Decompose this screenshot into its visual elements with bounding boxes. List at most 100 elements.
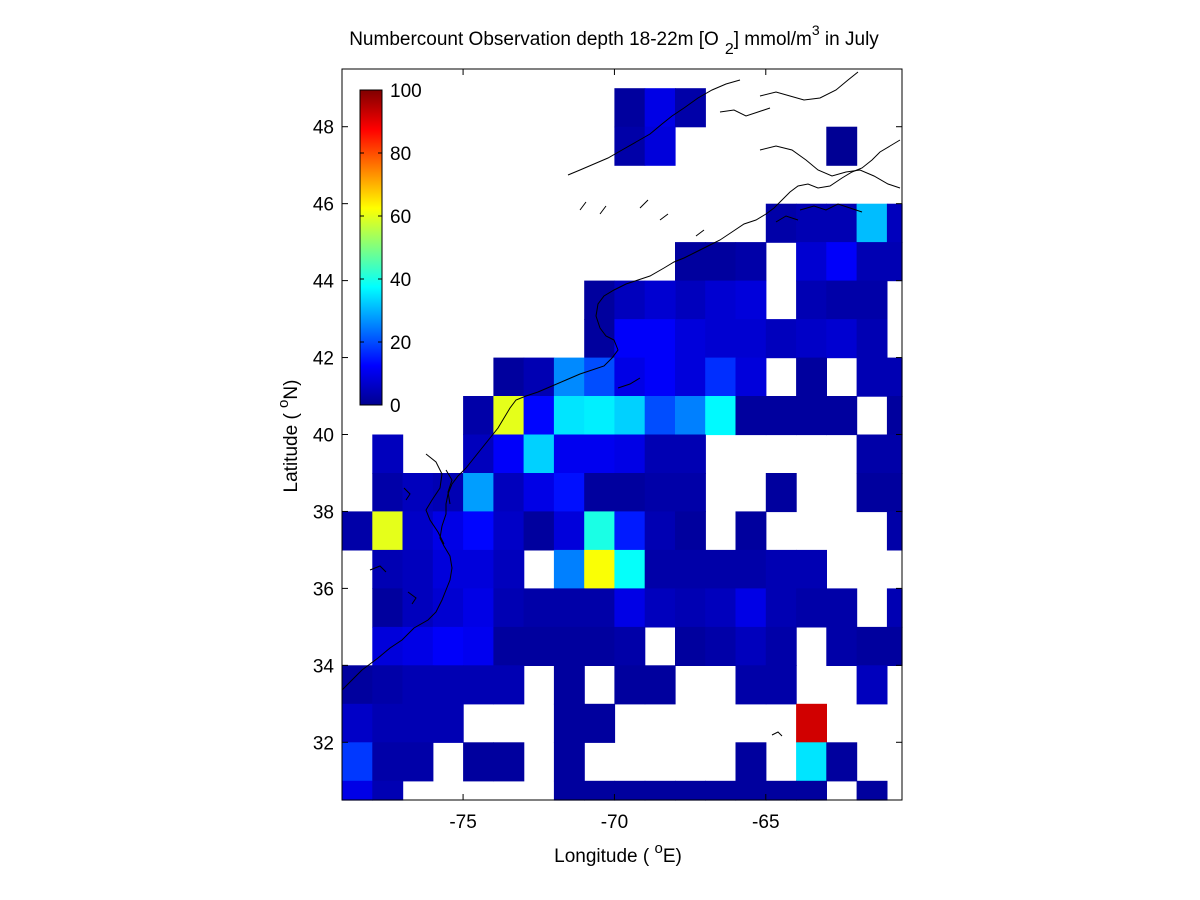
- heatmap-cell: [644, 396, 676, 436]
- heatmap-cell: [614, 665, 646, 705]
- heatmap-cell: [402, 742, 434, 782]
- heatmap-cell: [856, 319, 888, 359]
- heatmap-cell: [705, 549, 737, 589]
- heatmap-cell: [644, 588, 676, 628]
- heatmap-cell: [675, 588, 706, 628]
- heatmap-cell: [675, 780, 706, 801]
- heatmap-cell: [886, 242, 903, 282]
- y-tick-label: 36: [313, 579, 334, 600]
- heatmap-cell: [886, 203, 903, 243]
- heatmap-cell: [886, 434, 903, 474]
- heatmap-cell: [886, 588, 903, 628]
- heatmap-cell: [735, 511, 767, 551]
- heatmap-cell: [856, 434, 888, 474]
- heatmap-cell: [402, 703, 434, 743]
- heatmap-cell: [675, 319, 706, 359]
- heatmap-cell: [705, 626, 737, 666]
- y-tick-label: 32: [313, 733, 334, 754]
- heatmap-cell: [644, 280, 676, 320]
- y-tick-label: 38: [313, 502, 334, 523]
- heatmap-cell: [463, 511, 494, 551]
- heatmap-cell: [523, 473, 555, 513]
- heatmap-cell: [402, 511, 434, 551]
- y-tick-label: 44: [313, 272, 335, 293]
- heatmap-cell: [644, 473, 676, 513]
- heatmap-cell: [402, 588, 434, 628]
- heatmap-cell: [372, 665, 404, 705]
- heatmap-cell: [886, 511, 903, 551]
- heatmap-cell: [796, 242, 827, 282]
- heatmap-cell: [826, 242, 858, 282]
- colorbar-tick-label: 80: [390, 144, 411, 165]
- heatmap-cell: [675, 626, 706, 666]
- heatmap-cell: [796, 396, 827, 436]
- heatmap-cell: [402, 626, 434, 666]
- heatmap-cell: [432, 588, 464, 628]
- heatmap-cell: [826, 203, 858, 243]
- heatmap-cell: [584, 511, 616, 551]
- x-axis-label: Longitude ( oE): [554, 840, 682, 867]
- heatmap-cell: [886, 626, 903, 666]
- heatmap-cell: [553, 780, 585, 801]
- heatmap-cell: [705, 242, 737, 282]
- heatmap-cell: [675, 242, 706, 282]
- heatmap-cell: [735, 280, 767, 320]
- heatmap-cell: [796, 319, 827, 359]
- heatmap-cell: [553, 357, 585, 397]
- heatmap-cell: [614, 319, 646, 359]
- heatmap-cell: [584, 703, 616, 743]
- heatmap-cell: [796, 280, 827, 320]
- heatmap-cell: [553, 434, 585, 474]
- heatmap-cell: [584, 473, 616, 513]
- y-tick-label: 46: [313, 195, 334, 216]
- colorbar-tick-label: 40: [390, 270, 411, 291]
- heatmap-cell: [644, 126, 676, 166]
- heatmap-cell: [705, 357, 737, 397]
- heatmap-cell: [856, 203, 888, 243]
- heatmap-cell: [675, 396, 706, 436]
- heatmap-cell: [705, 319, 737, 359]
- heatmap-cell: [614, 511, 646, 551]
- heatmap-cell: [372, 742, 404, 782]
- heatmap-cell: [614, 588, 646, 628]
- coastline: [341, 71, 901, 737]
- heatmap-cell: [432, 549, 464, 589]
- heatmap-cell: [735, 742, 767, 782]
- heatmap-cell: [493, 588, 525, 628]
- heatmap-cell: [402, 665, 434, 705]
- heatmap-cell: [735, 665, 767, 705]
- heatmap-cell: [463, 473, 494, 513]
- x-tick-label: -75: [449, 812, 476, 833]
- heatmap-cell: [553, 588, 585, 628]
- heatmap-cell: [705, 780, 737, 801]
- heatmap-cell: [493, 434, 525, 474]
- colorbar-tick-label: 60: [390, 207, 411, 228]
- heatmap-cell: [493, 549, 525, 589]
- heatmap-cell: [463, 396, 494, 436]
- heatmap-cell: [735, 626, 767, 666]
- y-axis-label: Latitude ( oN): [275, 380, 302, 493]
- heatmap-cell: [886, 396, 903, 436]
- heatmap-cell: [675, 357, 706, 397]
- heatmap-cell: [675, 511, 706, 551]
- heatmap-cell: [826, 626, 858, 666]
- heatmap-cell: [342, 780, 373, 801]
- heatmap-cell: [796, 357, 827, 397]
- heatmap-cell: [644, 319, 676, 359]
- heatmap-cell: [463, 588, 494, 628]
- heatmap-cell: [614, 88, 646, 128]
- heatmap-cell: [765, 626, 797, 666]
- heatmap-cell: [584, 626, 616, 666]
- heatmap-cell: [735, 357, 767, 397]
- x-tick-label: -70: [601, 812, 628, 833]
- heatmap-cell: [463, 434, 494, 474]
- heatmap-cell: [675, 549, 706, 589]
- heatmap-cell: [826, 396, 858, 436]
- heatmap-cell: [765, 549, 797, 589]
- heatmap-cell: [553, 473, 585, 513]
- heatmap-cell: [493, 357, 525, 397]
- heatmap-cell: [644, 434, 676, 474]
- heatmap-cell: [735, 588, 767, 628]
- heatmap-cell: [644, 780, 676, 801]
- colorbar-tick-label: 0: [390, 396, 401, 417]
